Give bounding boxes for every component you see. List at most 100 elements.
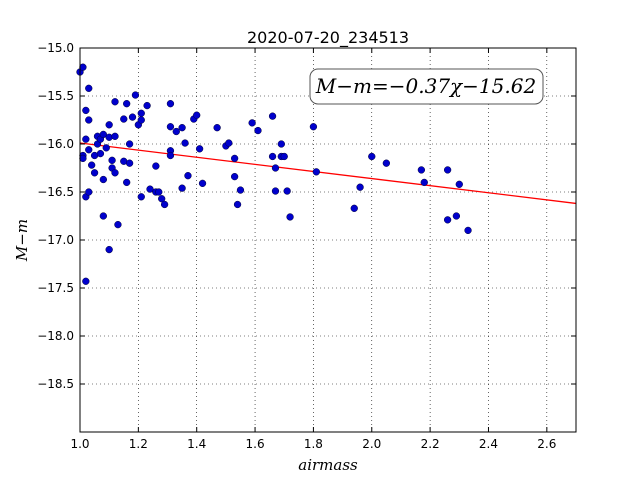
data-point (114, 220, 122, 229)
data-point (111, 132, 119, 140)
x-tick-label: 1.8 (304, 437, 323, 451)
data-point (271, 164, 280, 172)
data-point (108, 156, 116, 164)
data-point (82, 135, 90, 143)
data-point (125, 140, 134, 148)
x-tick-labels: 1.0 1.2 1.4 1.6 1.8 2.0 2.2 2.4 2.6 (70, 437, 556, 451)
data-point (152, 162, 160, 170)
data-point (184, 172, 192, 180)
data-point (79, 63, 87, 71)
data-point (111, 98, 119, 106)
x-tick-label: 1.6 (246, 437, 265, 451)
data-point (236, 186, 245, 194)
y-tick-label: −15.5 (37, 89, 74, 103)
data-point (99, 212, 107, 220)
x-tick-label: 2.0 (362, 437, 381, 451)
data-point (155, 188, 163, 196)
fit-line (79, 142, 577, 205)
data-point (420, 178, 428, 187)
annotation-frame (309, 68, 544, 105)
fit-line-group (79, 142, 577, 205)
y-tick-label: −18.0 (37, 329, 74, 343)
y-tick-label: −17.5 (37, 281, 74, 295)
data-point (268, 112, 277, 120)
data-point (79, 154, 87, 163)
data-point (280, 152, 288, 161)
grid (80, 48, 576, 432)
data-point (443, 216, 452, 224)
data-point (233, 200, 242, 209)
x-axis-label: airmass (298, 456, 358, 474)
y-tick-label: −18.5 (37, 377, 74, 391)
data-points (76, 63, 472, 285)
fit-equation: M−m=−0.37χ−15.62 (315, 74, 536, 98)
data-point (143, 101, 151, 110)
y-axis-label: M−m (13, 219, 31, 262)
data-point (283, 187, 291, 195)
y-tick-label: −16.5 (37, 185, 74, 199)
data-point (248, 119, 256, 127)
data-point (85, 84, 93, 92)
data-point (102, 144, 110, 152)
data-point (198, 179, 207, 188)
data-point (85, 188, 93, 196)
data-point (195, 145, 204, 153)
y-tick-labels: −15.0 −15.5 −16.0 −16.5 −17.0 −17.5 −18.0 −18.5 (37, 41, 74, 391)
data-point (85, 116, 93, 124)
data-point (464, 226, 472, 235)
data-point (146, 185, 154, 193)
data-point (455, 180, 463, 188)
data-point (225, 139, 233, 147)
data-point (88, 161, 96, 169)
x-tick-label: 1.2 (129, 437, 148, 451)
data-point (382, 159, 391, 167)
x-tick-label: 2.6 (537, 437, 556, 451)
data-point (137, 193, 145, 201)
x-tick-label: 2.2 (421, 437, 440, 451)
data-point (160, 200, 169, 209)
annotation-box: M−m=−0.37χ−15.62 (309, 68, 544, 105)
x-tick-label: 2.4 (479, 437, 498, 451)
data-point (178, 124, 186, 132)
data-point (166, 100, 175, 108)
data-point (452, 212, 461, 220)
data-point (277, 140, 285, 148)
y-tick-label: −15.0 (37, 41, 74, 55)
data-point (178, 184, 186, 192)
data-point (120, 115, 128, 123)
axis-ticks (79, 47, 576, 432)
chart-title: 2020-07-20_234513 (247, 28, 409, 48)
data-point (158, 195, 166, 203)
data-point (286, 213, 294, 221)
data-point (128, 113, 137, 121)
y-tick-label: −16.0 (37, 137, 74, 151)
data-point (105, 121, 113, 129)
data-point (213, 124, 221, 132)
data-point (271, 187, 280, 195)
data-point (123, 178, 131, 187)
data-point (350, 204, 358, 212)
data-point (166, 123, 175, 131)
data-point (193, 111, 201, 119)
data-point (105, 245, 113, 254)
data-point (166, 151, 175, 160)
data-point (85, 146, 93, 154)
data-point (181, 139, 189, 147)
data-point (230, 172, 239, 181)
data-point (96, 149, 105, 158)
data-point (254, 126, 262, 135)
x-tick-label: 1.0 (70, 437, 89, 451)
data-point (417, 166, 426, 174)
data-point (90, 169, 99, 177)
data-point (137, 109, 145, 117)
y-tick-label: −17.0 (37, 233, 74, 247)
data-point (312, 168, 320, 176)
data-point (99, 175, 107, 184)
data-point (111, 169, 119, 177)
data-point (230, 154, 239, 163)
x-tick-label: 1.4 (187, 437, 206, 451)
data-point (309, 123, 318, 131)
data-point (125, 159, 134, 167)
data-point (131, 91, 140, 99)
